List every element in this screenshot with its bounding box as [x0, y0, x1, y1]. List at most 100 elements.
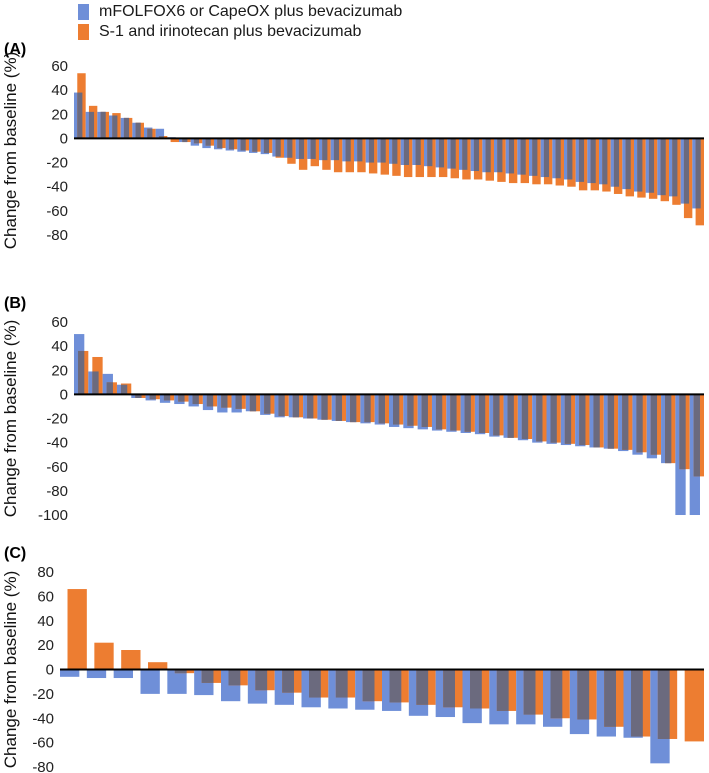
bar-overlap [158, 136, 165, 139]
y-tick-label: 40 [37, 613, 54, 630]
bar-s1-irinotecan [684, 669, 704, 742]
y-tick-label: -20 [46, 411, 68, 428]
bar-overlap [550, 669, 563, 719]
bar-overlap [263, 138, 270, 153]
bar-overlap [416, 669, 429, 705]
bar-overlap [92, 371, 99, 395]
y-tick-label: 60 [37, 588, 54, 605]
bar-s1-irinotecan [67, 589, 87, 670]
bar-overlap [648, 138, 655, 193]
bar-overlap [335, 394, 343, 421]
bar-overlap [135, 394, 142, 398]
bar-overlap [345, 138, 351, 162]
bar-overlap [507, 394, 514, 438]
bar-overlap [403, 138, 410, 165]
bar-overlap [496, 669, 509, 711]
bar-overlap [602, 138, 608, 185]
bar-overlap [252, 138, 258, 152]
bar-overlap [443, 669, 455, 708]
bar-overlap [577, 669, 590, 720]
y-tick-label: -60 [46, 459, 68, 476]
legend-item-mfolfox: mFOLFOX6 or CapeOX plus bevacizumab [78, 2, 678, 22]
bar-overlap [407, 394, 414, 426]
bar-overlap [625, 138, 631, 190]
bar-overlap [178, 394, 185, 402]
bar-overlap [693, 394, 700, 477]
bar-mfolfox [167, 669, 187, 694]
y-tick-label: 80 [37, 564, 54, 581]
bar-overlap [88, 111, 95, 139]
bar-overlap [579, 394, 586, 446]
bar-overlap [427, 138, 433, 167]
bar-overlap [163, 394, 171, 401]
y-tick-label: -60 [32, 735, 54, 752]
bar-overlap [567, 138, 573, 180]
bar-overlap [578, 138, 585, 182]
bar-overlap [672, 138, 678, 197]
bar-overlap [521, 394, 529, 440]
bar-s1-irinotecan [170, 138, 179, 143]
bar-mfolfox [113, 669, 133, 679]
bar-overlap [590, 138, 596, 184]
bar-overlap [112, 115, 118, 139]
bar-overlap [415, 138, 421, 165]
bar-overlap [364, 394, 371, 423]
panel-2: (B) Change from baseline (%) 60 40 20 0 -20 -40… [1, 295, 704, 524]
bar-overlap [205, 138, 211, 146]
y-tick-label: -40 [46, 179, 68, 196]
bar-overlap [695, 138, 701, 209]
bar-overlap [193, 138, 200, 144]
bar-overlap [555, 138, 561, 179]
bar-overlap [123, 117, 130, 139]
bar-overlap [665, 394, 672, 464]
bar-overlap [255, 669, 268, 691]
bar-overlap [564, 394, 572, 444]
y-tick-label: -80 [32, 759, 54, 773]
bar-overlap [520, 138, 526, 175]
bar-overlap [438, 138, 445, 168]
legend: mFOLFOX6 or CapeOX plus bevacizumab S-1 … [78, 2, 678, 42]
bar-overlap [497, 138, 503, 173]
bar-overlap [532, 138, 538, 176]
bar-mfolfox [155, 128, 165, 139]
panel-label: (C) [4, 545, 26, 562]
bar-overlap [470, 669, 482, 709]
bar-overlap [450, 394, 457, 431]
bar-overlap [309, 669, 321, 698]
bar-overlap [604, 669, 616, 727]
bar-overlap [298, 138, 305, 159]
panel-label: (A) [4, 41, 26, 58]
bar-overlap [321, 394, 328, 420]
bar-mfolfox [140, 669, 160, 694]
bar-overlap [182, 138, 188, 143]
bar-overlap [235, 394, 242, 409]
y-tick-label: 60 [51, 58, 68, 75]
y-tick-label: 40 [51, 338, 68, 355]
y-axis-label: Change from baseline (%) [1, 52, 20, 249]
bar-overlap [278, 394, 285, 417]
bar-overlap [275, 138, 281, 157]
y-tick-label: 20 [51, 106, 68, 123]
bar-overlap [622, 394, 629, 450]
y-axis-label: Change from baseline (%) [1, 320, 20, 517]
bar-overlap [120, 384, 128, 395]
bar-overlap [333, 138, 340, 161]
bar-overlap [307, 394, 314, 419]
legend-label-mfolfox: mFOLFOX6 or CapeOX plus bevacizumab [99, 3, 403, 20]
panel-1: (A)Change from baseline (%) 60 40 20 0 -20 -40… [1, 41, 704, 249]
bar-overlap [100, 111, 106, 139]
panel-label: (B) [4, 295, 26, 312]
bar-overlap [462, 138, 468, 170]
bar-overlap [636, 394, 643, 453]
bar-overlap [380, 138, 386, 163]
y-tick-label: 0 [60, 130, 68, 147]
bar-overlap [435, 394, 443, 430]
y-tick-label: -40 [46, 435, 68, 452]
y-tick-label: 20 [51, 362, 68, 379]
y-tick-label: -40 [32, 710, 54, 727]
bar-overlap [368, 138, 375, 163]
y-tick-label: -80 [46, 483, 68, 500]
bar-overlap [287, 138, 293, 158]
bar-overlap [135, 122, 141, 139]
bar-overlap [201, 669, 214, 683]
